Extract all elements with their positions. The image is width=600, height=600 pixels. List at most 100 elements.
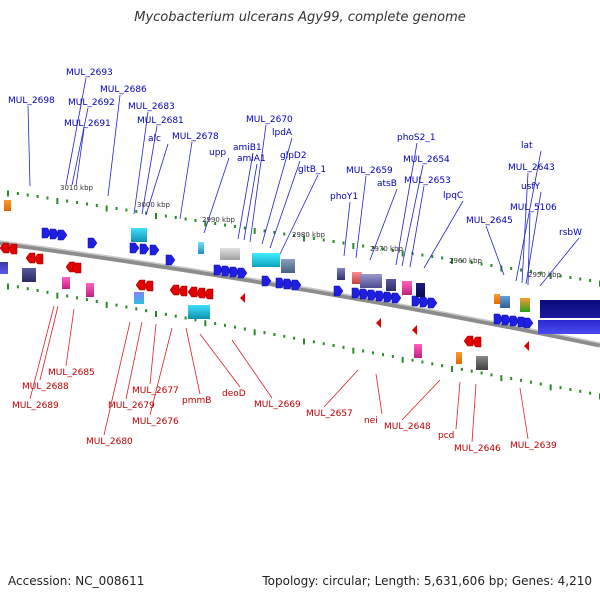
label-leader-line xyxy=(203,157,230,234)
tick-mark xyxy=(273,231,276,234)
tick-mark xyxy=(56,198,59,204)
gene-block xyxy=(134,292,144,304)
forward-gene-arrow xyxy=(41,227,52,239)
reverse-gene-arrow xyxy=(463,335,474,347)
forward-gene-arrow xyxy=(165,254,176,266)
gene-label-MUL_2653: MUL_2653 xyxy=(404,176,451,186)
label-leader-line xyxy=(29,305,55,400)
reverse-gene-arrow xyxy=(25,252,36,264)
tick-mark xyxy=(145,309,148,313)
tick-mark xyxy=(164,312,167,316)
tick-mark xyxy=(243,226,246,230)
tick-mark xyxy=(312,340,315,344)
tick-mark xyxy=(431,362,434,366)
forward-gene-arrow xyxy=(221,265,232,277)
gene-label-MUL_2678: MUL_2678 xyxy=(172,132,219,142)
label-leader-line xyxy=(75,128,85,187)
tick-mark xyxy=(480,262,483,266)
forward-gene-arrow xyxy=(261,275,272,287)
tick-mark xyxy=(589,391,592,395)
gene-label-MUL_2698: MUL_2698 xyxy=(8,96,55,106)
tick-mark xyxy=(214,222,217,225)
gene-label-MUL_5106: MUL_5106 xyxy=(510,203,557,213)
gene-block xyxy=(402,281,412,295)
forward-gene-arrow xyxy=(139,243,150,255)
label-leader-line xyxy=(71,107,89,186)
tick-mark xyxy=(66,199,69,203)
tick-mark xyxy=(362,244,365,248)
tick-mark xyxy=(391,355,394,358)
label-leader-line xyxy=(125,321,143,400)
tick-mark xyxy=(155,213,157,219)
gene-label-MUL_2669: MUL_2669 xyxy=(254,400,301,410)
tick-mark xyxy=(441,256,444,260)
tick-mark xyxy=(303,235,305,242)
gene-label-MUL_2692: MUL_2692 xyxy=(68,98,115,108)
label-leader-line xyxy=(355,175,367,259)
tick-mark xyxy=(579,277,582,281)
label-leader-line xyxy=(471,383,477,443)
gene-label-MUL_2643: MUL_2643 xyxy=(508,163,555,173)
tick-mark xyxy=(95,204,98,207)
tick-mark xyxy=(520,268,523,272)
gene-label-amiA1: amiA1 xyxy=(237,154,266,164)
label-leader-line xyxy=(199,333,241,388)
forward-gene-arrow xyxy=(391,292,402,304)
gene-label-MUL_2683: MUL_2683 xyxy=(128,102,175,112)
forward-gene-arrow xyxy=(129,242,140,254)
tick-mark xyxy=(352,347,355,354)
label-leader-line xyxy=(243,163,258,241)
label-leader-line xyxy=(269,160,301,249)
gene-label-lat: lat xyxy=(521,141,533,151)
label-leader-line xyxy=(65,308,75,367)
tick-mark xyxy=(85,202,88,206)
gene-block xyxy=(456,352,462,364)
reverse-gene-arrow xyxy=(471,336,482,348)
tick-mark xyxy=(490,264,493,267)
forward-gene-arrow xyxy=(213,264,224,276)
tick-mark xyxy=(135,307,138,311)
gene-label-MUL_2677: MUL_2677 xyxy=(132,386,179,396)
gene-block xyxy=(62,277,70,289)
gene-label-MUL_2657: MUL_2657 xyxy=(306,409,353,419)
gene-label-MUL_2691: MUL_2691 xyxy=(64,119,111,129)
gene-label-MUL_2645: MUL_2645 xyxy=(466,216,513,226)
tick-mark xyxy=(36,195,39,198)
tick-mark xyxy=(233,325,236,329)
tick-mark xyxy=(283,334,286,338)
tick-mark xyxy=(253,228,256,234)
forward-gene-arrow xyxy=(523,317,534,329)
tick-mark xyxy=(579,389,582,393)
label-leader-line xyxy=(375,373,383,415)
genome-title: Mycobacterium ulcerans Agy99, complete g… xyxy=(134,10,466,25)
reverse-gene-arrow xyxy=(187,286,198,298)
tick-mark xyxy=(145,211,148,215)
tick-mark xyxy=(85,298,88,302)
gene-block xyxy=(360,274,382,288)
tick-mark xyxy=(322,238,325,242)
reverse-gene-arrow xyxy=(7,243,18,255)
gene-label-MUL_2685: MUL_2685 xyxy=(48,368,95,378)
tick-mark xyxy=(233,225,236,228)
tick-mark xyxy=(401,250,404,257)
tick-mark xyxy=(303,338,305,345)
label-leader-line xyxy=(231,339,273,399)
gene-label-phoS2_1: phoS2_1 xyxy=(397,133,436,143)
forward-gene-arrow xyxy=(275,277,286,289)
forward-gene-arrow xyxy=(57,229,68,241)
tick-mark xyxy=(470,369,473,373)
label-leader-line xyxy=(65,77,87,186)
forward-gene-block xyxy=(538,320,600,334)
tick-mark xyxy=(589,279,592,282)
tick-mark xyxy=(7,283,9,290)
reverse-gene-arrow xyxy=(240,293,245,303)
tick-mark xyxy=(155,311,157,317)
forward-gene-arrow xyxy=(359,288,370,300)
tick-mark xyxy=(539,271,542,275)
tick-mark xyxy=(26,287,29,291)
gene-block xyxy=(476,356,488,370)
gene-label-MUL_2680: MUL_2680 xyxy=(86,437,133,447)
tick-mark xyxy=(224,323,227,327)
tick-mark xyxy=(549,273,552,279)
